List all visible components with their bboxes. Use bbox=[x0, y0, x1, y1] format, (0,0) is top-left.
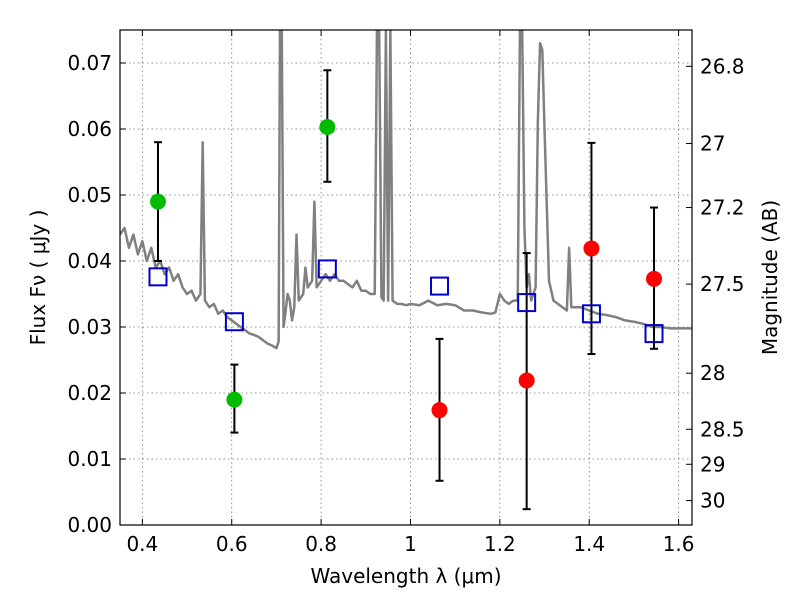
right-axis-label: Magnitude (AB) bbox=[758, 200, 782, 355]
x-tick-label: 1 bbox=[404, 532, 417, 556]
model-band-point bbox=[430, 276, 450, 296]
x-tick-label: 1.4 bbox=[573, 532, 605, 556]
right-tick-label: 27.5 bbox=[700, 272, 745, 296]
markers-layer bbox=[148, 119, 664, 419]
model-sed-layer bbox=[120, 30, 692, 350]
data-point bbox=[431, 402, 448, 419]
y-tick-label: 0.00 bbox=[67, 513, 112, 537]
model-band-point bbox=[224, 312, 244, 332]
model-band-point bbox=[317, 259, 337, 279]
right-tick-label: 27.2 bbox=[700, 196, 745, 220]
ticks-layer: 0.4 0.6 0.8 1 1.2 1.4 1.6 0.00 0.01 0.02 0.03 0.04 0… bbox=[67, 30, 745, 556]
x-tick-label: 1.6 bbox=[663, 532, 695, 556]
y-tick-label: 0.01 bbox=[67, 447, 112, 471]
y-tick-label: 0.02 bbox=[67, 381, 112, 405]
data-point bbox=[646, 270, 663, 287]
y-tick-label: 0.05 bbox=[67, 183, 112, 207]
right-tick-label: 28.5 bbox=[700, 417, 745, 441]
grid-lines bbox=[120, 30, 692, 526]
x-axis-label: Wavelength λ (μm) bbox=[310, 564, 501, 588]
model-band-point bbox=[517, 293, 537, 313]
y-tick-label: 0.04 bbox=[67, 249, 112, 273]
data-point bbox=[149, 193, 166, 210]
data-point bbox=[319, 119, 336, 136]
y-tick-label: 0.07 bbox=[67, 51, 112, 75]
right-tick-label: 27 bbox=[700, 132, 725, 156]
sed-line bbox=[120, 30, 692, 350]
y-tick-label: 0.03 bbox=[67, 315, 112, 339]
data-point bbox=[226, 391, 243, 408]
x-tick-label: 1.2 bbox=[484, 532, 516, 556]
x-tick-label: 0.6 bbox=[216, 532, 248, 556]
errorbars-layer bbox=[153, 69, 659, 511]
model-band-point bbox=[644, 324, 664, 344]
data-point bbox=[518, 372, 535, 389]
right-tick-label: 28 bbox=[700, 361, 725, 385]
y-axis-label: Flux Fν ( μJy ) bbox=[26, 210, 50, 346]
right-tick-label: 30 bbox=[700, 489, 725, 513]
x-tick-label: 0.4 bbox=[126, 532, 158, 556]
x-tick-label: 0.8 bbox=[305, 532, 337, 556]
right-tick-label: 29 bbox=[700, 452, 725, 476]
plot-frame bbox=[119, 29, 693, 526]
y-tick-label: 0.06 bbox=[67, 117, 112, 141]
model-band-point bbox=[148, 267, 168, 287]
data-point bbox=[583, 240, 600, 257]
model-band-point bbox=[581, 304, 601, 324]
right-tick-label: 26.8 bbox=[700, 54, 745, 78]
